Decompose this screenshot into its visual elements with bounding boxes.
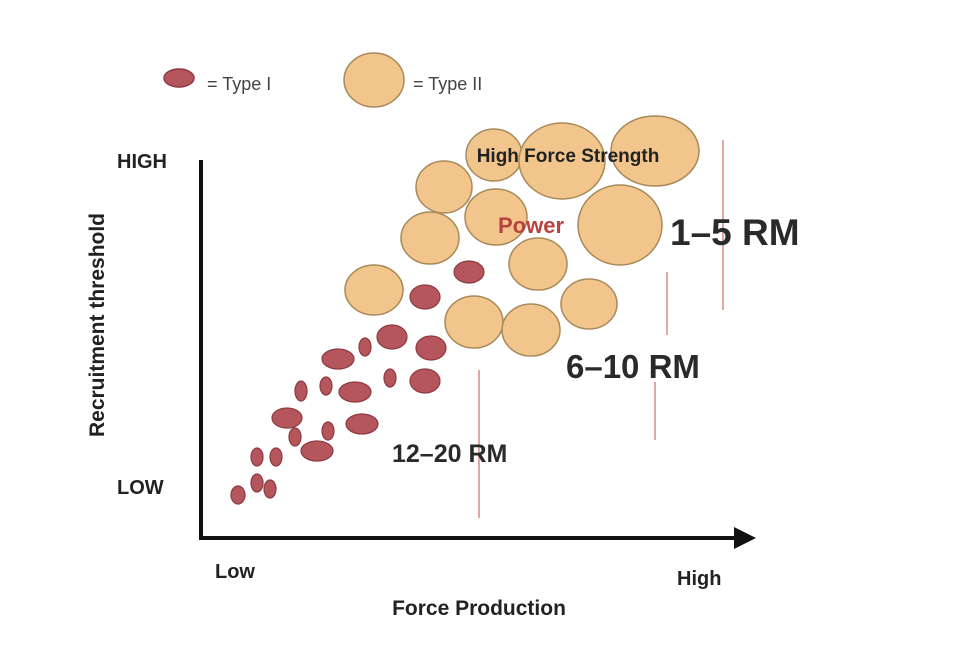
legend: = Type I = Type II [163, 52, 482, 108]
type1-unit [250, 447, 264, 467]
type2-unit [560, 278, 618, 330]
type2-unit [508, 237, 568, 291]
type1-unit [294, 380, 308, 402]
axes [199, 160, 756, 549]
type1-unit [250, 473, 264, 493]
type2-unit [518, 122, 606, 200]
type1-unit [319, 376, 333, 396]
x-axis-title: Force Production [392, 597, 566, 620]
y-axis-title: Recruitment threshold [86, 213, 109, 437]
legend-type2-label: = Type II [413, 74, 482, 94]
type1-unit [263, 479, 277, 499]
legend-type1-label: = Type I [207, 74, 271, 94]
type1-unit [269, 447, 283, 467]
type1-motor-units [230, 260, 485, 505]
type2-unit [415, 160, 473, 214]
legend-type2-swatch [343, 52, 405, 108]
rm-12-20-label: 12–20 RM [392, 440, 507, 468]
rm-1-5-label: 1–5 RM [670, 212, 800, 253]
type1-unit [288, 427, 302, 447]
high-force-strength-label: High Force Strength [477, 146, 660, 167]
type1-unit [409, 284, 441, 310]
x-axis-low-label: Low [215, 561, 255, 583]
legend-type1-swatch [163, 68, 195, 88]
type1-unit [300, 440, 334, 462]
x-axis-high-label: High [677, 568, 721, 590]
type2-unit [400, 211, 460, 265]
type2-unit [464, 188, 528, 246]
rm-marker-lines [478, 140, 724, 518]
type1-unit [230, 485, 246, 505]
type1-unit [453, 260, 485, 284]
y-axis-high-label: HIGH [117, 151, 167, 173]
type1-unit [338, 381, 372, 403]
type1-unit [376, 324, 408, 350]
type2-unit [501, 303, 561, 357]
y-axis-low-label: LOW [117, 477, 164, 499]
type2-motor-units [344, 115, 700, 357]
type2-unit [577, 184, 663, 266]
type1-unit [358, 337, 372, 357]
type1-unit [415, 335, 447, 361]
x-axis-arrowhead [734, 527, 756, 549]
type1-unit [321, 421, 335, 441]
type1-unit [409, 368, 441, 394]
power-label: Power [498, 213, 564, 238]
type1-unit [271, 407, 303, 429]
type2-unit [610, 115, 700, 187]
type1-unit [383, 368, 397, 388]
rm-6-10-label: 6–10 RM [566, 348, 700, 385]
type2-unit [344, 264, 404, 316]
type2-unit [444, 295, 504, 349]
type1-unit [345, 413, 379, 435]
type1-unit [321, 348, 355, 370]
